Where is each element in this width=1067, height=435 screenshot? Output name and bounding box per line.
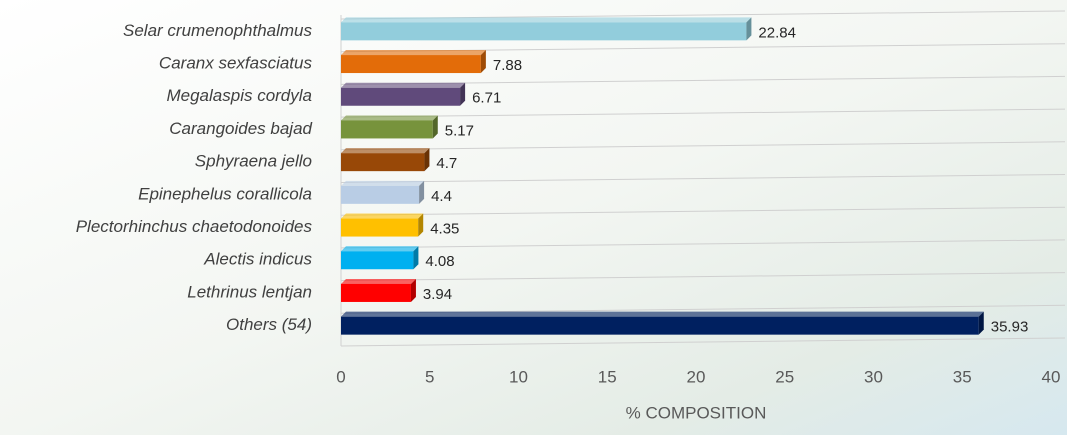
floor-line bbox=[340, 108, 1066, 118]
bar-top bbox=[341, 17, 752, 23]
bar bbox=[341, 185, 420, 204]
bar-side bbox=[746, 17, 752, 41]
value-label: 4.4 bbox=[431, 188, 452, 205]
value-label: 4.08 bbox=[425, 253, 454, 270]
bar bbox=[341, 251, 414, 270]
bar-side bbox=[432, 115, 438, 139]
floor-line bbox=[340, 272, 1066, 282]
category-label: Selar crumenophthalmus bbox=[123, 21, 312, 40]
category-label: Plectorhinchus chaetodonoides bbox=[76, 217, 313, 236]
bar-top bbox=[341, 148, 430, 154]
x-tick-label: 25 bbox=[775, 367, 794, 386]
bar bbox=[341, 283, 411, 302]
bar bbox=[341, 153, 425, 172]
floor-line bbox=[340, 206, 1066, 216]
bar-top bbox=[341, 213, 424, 219]
bar-side bbox=[460, 82, 466, 106]
bar-top bbox=[341, 115, 438, 121]
category-label: Lethrinus lentjan bbox=[187, 282, 312, 301]
value-label: 6.71 bbox=[472, 90, 501, 107]
bar-side bbox=[413, 246, 419, 270]
bar bbox=[341, 218, 419, 237]
bar bbox=[341, 55, 481, 74]
bar-side bbox=[424, 148, 430, 172]
bar-top bbox=[341, 82, 466, 88]
category-label: Sphyraena jello bbox=[195, 152, 312, 171]
x-tick-label: 5 bbox=[425, 367, 434, 386]
x-tick-label: 30 bbox=[864, 367, 883, 386]
bar-top bbox=[341, 278, 416, 284]
category-label: Carangoides bajad bbox=[169, 119, 312, 138]
value-label: 4.35 bbox=[430, 221, 459, 238]
bar bbox=[341, 87, 461, 106]
bar bbox=[341, 22, 747, 41]
bar-side bbox=[410, 278, 416, 302]
x-tick-label: 0 bbox=[336, 367, 345, 386]
floor-line bbox=[340, 337, 1066, 347]
bar-side bbox=[419, 180, 425, 204]
bar bbox=[341, 316, 979, 335]
value-label: 22.84 bbox=[758, 24, 796, 41]
x-tick-label: 20 bbox=[687, 367, 706, 386]
value-label: 5.17 bbox=[445, 122, 474, 139]
floor-line bbox=[340, 174, 1066, 183]
x-axis-title: % COMPOSITION bbox=[626, 403, 767, 422]
bar-top bbox=[341, 180, 425, 186]
category-label: Others (54) bbox=[226, 315, 312, 334]
value-label: 4.7 bbox=[436, 155, 457, 172]
x-tick-label: 10 bbox=[509, 367, 528, 386]
x-tick-label: 15 bbox=[598, 367, 617, 386]
x-tick-label: 35 bbox=[953, 367, 972, 386]
bar-top bbox=[341, 311, 984, 317]
category-label: Caranx sexfasciatus bbox=[159, 54, 313, 73]
value-label: 7.88 bbox=[493, 57, 522, 74]
category-label: Alectis indicus bbox=[203, 250, 312, 269]
bar bbox=[341, 120, 433, 139]
bar-side bbox=[978, 311, 984, 335]
bar-top bbox=[341, 50, 486, 56]
value-label: 35.93 bbox=[991, 319, 1029, 336]
value-label: 3.94 bbox=[423, 286, 452, 303]
bar-top bbox=[341, 246, 419, 252]
floor-line bbox=[340, 239, 1066, 249]
category-label: Megalaspis cordyla bbox=[166, 86, 312, 105]
category-label: Epinephelus corallicola bbox=[138, 184, 312, 203]
floor-line bbox=[340, 141, 1066, 151]
bar-side bbox=[418, 213, 424, 237]
x-tick-label: 40 bbox=[1042, 367, 1061, 386]
bar-side bbox=[480, 50, 486, 74]
